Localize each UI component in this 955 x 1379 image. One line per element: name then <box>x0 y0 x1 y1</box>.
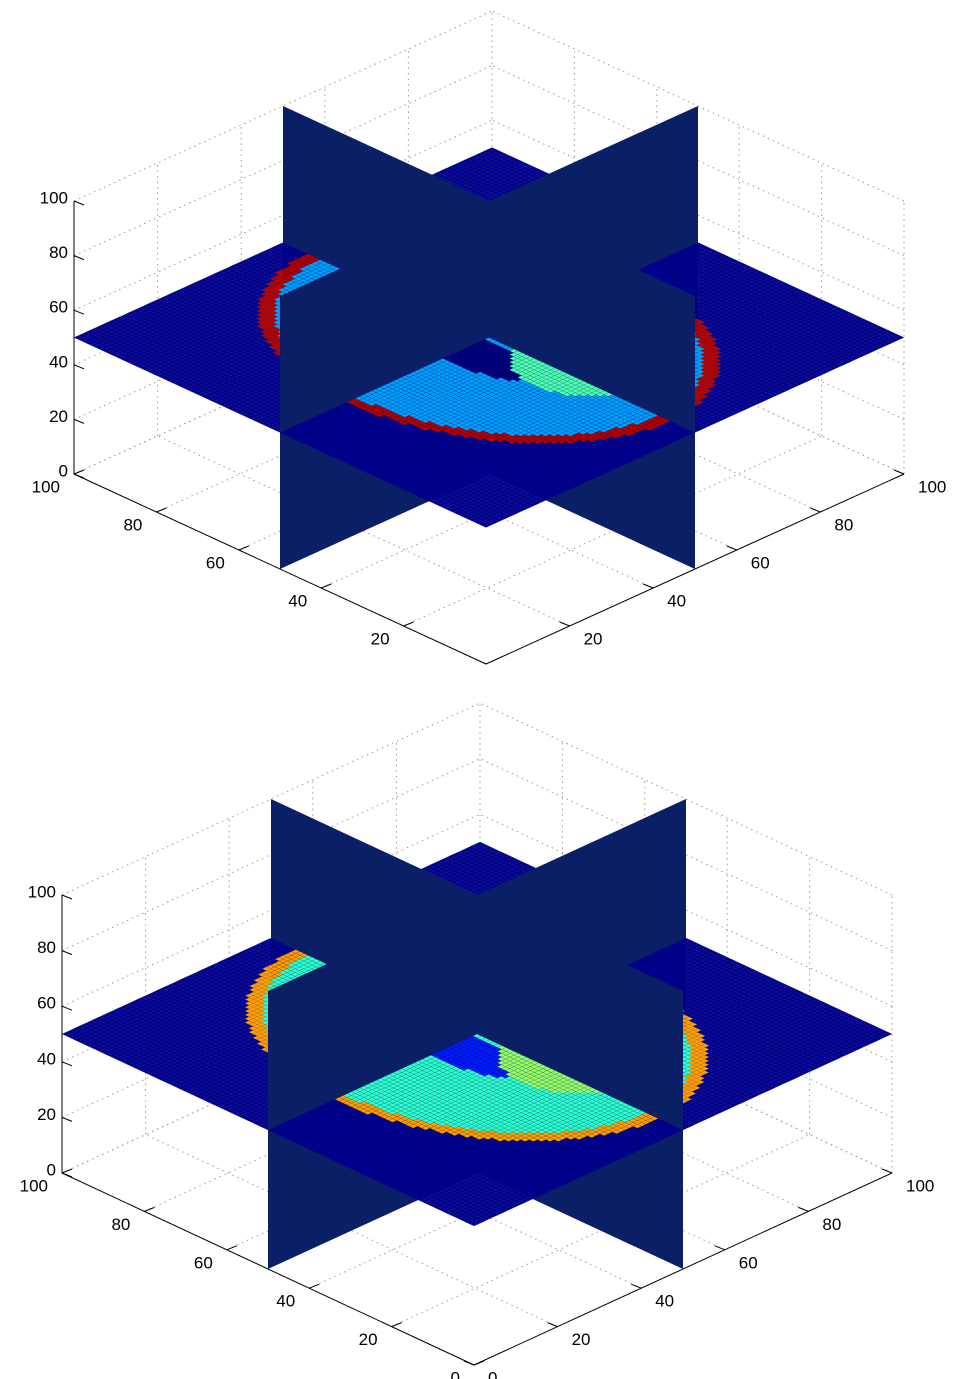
y-tick <box>463 1360 475 1366</box>
y-tick-label: 60 <box>739 1253 758 1272</box>
z-tick-label: 20 <box>49 407 68 426</box>
z-tick-label: 40 <box>37 1049 56 1068</box>
z-tick-label: 0 <box>47 1160 56 1179</box>
y-tick-label: 20 <box>584 629 603 648</box>
x-tick <box>61 1168 73 1174</box>
z-tick-label: 60 <box>37 994 56 1013</box>
y-tick <box>893 469 905 475</box>
z-tick <box>73 200 85 206</box>
z-tick <box>61 1116 73 1122</box>
z-tick-label: 40 <box>49 352 68 371</box>
y-tick-label: 80 <box>834 515 853 534</box>
x-tick-label: 80 <box>111 1215 130 1234</box>
z-tick <box>73 309 85 315</box>
x-tick <box>73 469 85 475</box>
z-tick <box>61 950 73 956</box>
y-tick-label: 40 <box>655 1292 674 1311</box>
y-tick <box>798 1206 809 1212</box>
x-tick <box>156 507 167 513</box>
z-tick <box>73 473 85 479</box>
y-tick-label: 80 <box>822 1215 841 1234</box>
z-tick <box>73 255 85 261</box>
z-tick <box>73 418 85 424</box>
x-tick <box>238 545 249 551</box>
y-tick-label: 20 <box>572 1330 591 1349</box>
y-tick <box>810 507 821 513</box>
x-tick-label: 40 <box>288 591 307 610</box>
y-tick <box>547 1322 558 1328</box>
y-tick-label: 0 <box>488 1368 497 1379</box>
y-tick-label: 100 <box>906 1176 934 1195</box>
x-tick <box>473 1360 485 1366</box>
slice-plane-y-upper <box>271 799 683 1130</box>
y-tick <box>643 583 654 589</box>
y-tick <box>714 1245 725 1251</box>
z-tick <box>61 1172 73 1178</box>
x-tick-label: 80 <box>123 515 142 534</box>
y-tick <box>726 545 737 551</box>
z-tick-label: 20 <box>37 1105 56 1124</box>
x-tick-label: 100 <box>32 477 60 496</box>
z-tick-label: 0 <box>59 461 68 480</box>
y-axis-line <box>485 473 905 665</box>
y-axis-line <box>473 1172 893 1366</box>
z-tick-label: 100 <box>28 882 56 901</box>
z-tick <box>61 1061 73 1067</box>
z-tick <box>61 894 73 900</box>
y-tick <box>881 1168 893 1174</box>
slice-plane-y-upper <box>283 106 695 433</box>
x-axis-line <box>61 1172 475 1366</box>
x-tick-label: 40 <box>276 1292 295 1311</box>
z-tick-label: 60 <box>49 298 68 317</box>
y-tick-label: 40 <box>667 591 686 610</box>
z-tick <box>73 364 85 370</box>
x-tick <box>321 583 332 589</box>
x-tick <box>309 1283 320 1289</box>
z-tick <box>61 1005 73 1011</box>
z-tick-label: 80 <box>49 243 68 262</box>
x-tick <box>144 1206 155 1212</box>
z-tick-label: 80 <box>37 938 56 957</box>
x-tick-label: 20 <box>359 1330 378 1349</box>
x-tick-label: 20 <box>371 629 390 648</box>
x-tick <box>403 621 414 627</box>
x-tick-label: 60 <box>206 553 225 572</box>
z-tick-label: 100 <box>40 188 68 207</box>
x-tick-label: 60 <box>194 1253 213 1272</box>
x-axis-line <box>73 473 487 665</box>
x-tick-label: 100 <box>20 1176 48 1195</box>
x-tick <box>391 1322 402 1328</box>
y-tick <box>631 1283 642 1289</box>
x-tick <box>226 1245 237 1251</box>
y-tick-label: 60 <box>751 553 770 572</box>
x-tick-label: 0 <box>451 1368 460 1379</box>
y-tick-label: 100 <box>918 477 946 496</box>
y-tick <box>559 621 570 627</box>
